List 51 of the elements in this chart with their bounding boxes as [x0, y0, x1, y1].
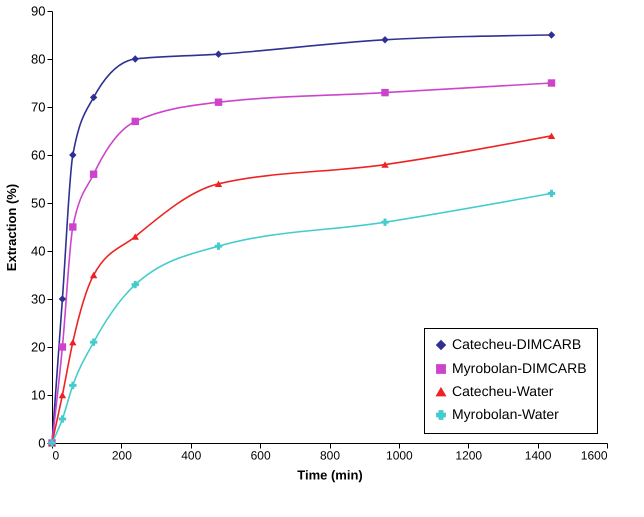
y-tick-label: 20 [31, 340, 46, 354]
point [214, 50, 222, 58]
point [214, 242, 222, 250]
point [90, 272, 98, 278]
point [548, 132, 556, 140]
point [90, 170, 98, 178]
point [381, 218, 389, 226]
y-tick-label: 80 [31, 52, 46, 66]
x-tick-label: 800 [320, 448, 340, 462]
point [548, 190, 556, 198]
point [58, 392, 66, 398]
x-axis-title: Time (min) [297, 468, 363, 482]
x-tick-label: 400 [181, 448, 202, 462]
point [132, 233, 139, 240]
point [214, 98, 222, 106]
y-tick-label: 90 [31, 4, 46, 18]
y-tick-label: 70 [31, 100, 46, 114]
x-tick-label: 0 [52, 448, 60, 462]
point [90, 94, 98, 102]
y-tick-label: 40 [31, 244, 46, 258]
y-tick-label: 0 [38, 436, 46, 450]
legend-label: Myrobolan-Water [452, 406, 560, 422]
x-tick-label: 600 [250, 448, 271, 462]
x-tick-label: 200 [112, 448, 132, 462]
point [58, 343, 66, 351]
point [58, 295, 66, 303]
y-tick-label: 30 [31, 292, 46, 306]
y-tick-label: 60 [31, 148, 46, 162]
point [381, 36, 389, 44]
point [90, 338, 98, 346]
legend-label: Catecheu-DIMCARB [452, 336, 582, 352]
point [58, 415, 66, 423]
point [69, 223, 77, 231]
x-tick-label: 1400 [524, 448, 552, 462]
point [132, 280, 139, 288]
point [381, 88, 389, 96]
legend-label: Myrobolan-DIMCARB [452, 360, 587, 376]
point [214, 180, 222, 188]
point [69, 338, 77, 346]
legend-label: Catecheu-Water [452, 383, 554, 399]
y-tick-label: 10 [31, 388, 46, 402]
x-tick-label: 1200 [455, 448, 482, 462]
x-tick-label: 1000 [386, 448, 414, 462]
x-tick-label: 1600 [580, 448, 608, 462]
y-axis-title: Extraction (%) [4, 184, 20, 272]
point [548, 31, 556, 39]
point [132, 118, 139, 126]
point [381, 161, 389, 168]
point [69, 382, 77, 390]
point [69, 151, 77, 159]
y-tick-label: 50 [31, 196, 46, 210]
